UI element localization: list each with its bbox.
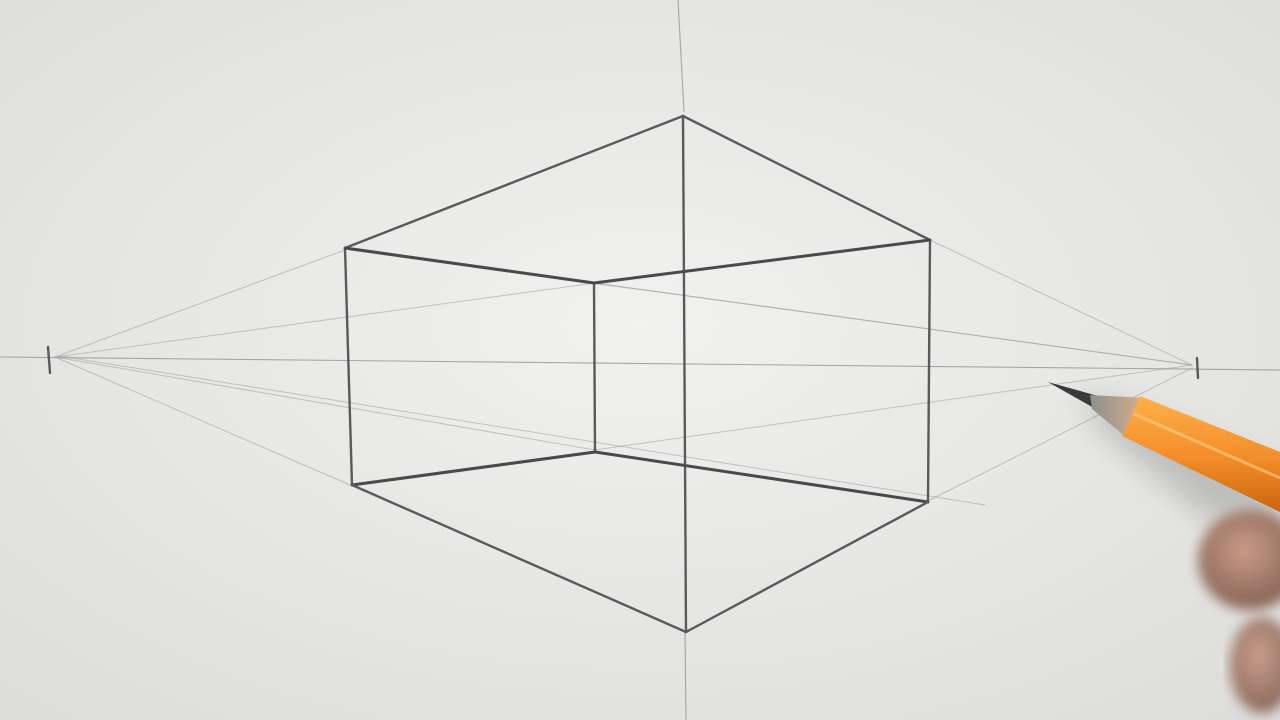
top-right-edge	[681, 114, 932, 242]
right-vertical-edge	[926, 238, 932, 502]
back-top-left-edge	[343, 246, 596, 285]
pencil-wood-tip	[1090, 395, 1146, 437]
bottom-right-edge	[684, 500, 930, 634]
box-drawing	[343, 114, 932, 634]
left-vertical-edge	[343, 246, 354, 487]
back-vertical-edge	[592, 281, 597, 452]
top-left-edge	[343, 114, 685, 250]
front-vertical-edge	[681, 114, 688, 634]
back-bottom-left-edge	[350, 450, 597, 487]
left-perspective-guides	[54, 249, 986, 506]
center-vertical-guide-bottom	[684, 631, 687, 720]
center-vertical-guide-top	[677, 0, 685, 113]
right-vanishing-point-tick	[1195, 356, 1200, 380]
pencil	[1048, 382, 1280, 512]
left-vanishing-point-tick	[46, 345, 52, 375]
hand	[1198, 510, 1280, 713]
bottom-left-edge	[350, 483, 688, 634]
back-top-right-edge	[592, 238, 932, 285]
back-bottom-right-edge	[593, 450, 930, 504]
pencil-lead	[1048, 382, 1098, 408]
horizon-line	[0, 356, 1280, 371]
